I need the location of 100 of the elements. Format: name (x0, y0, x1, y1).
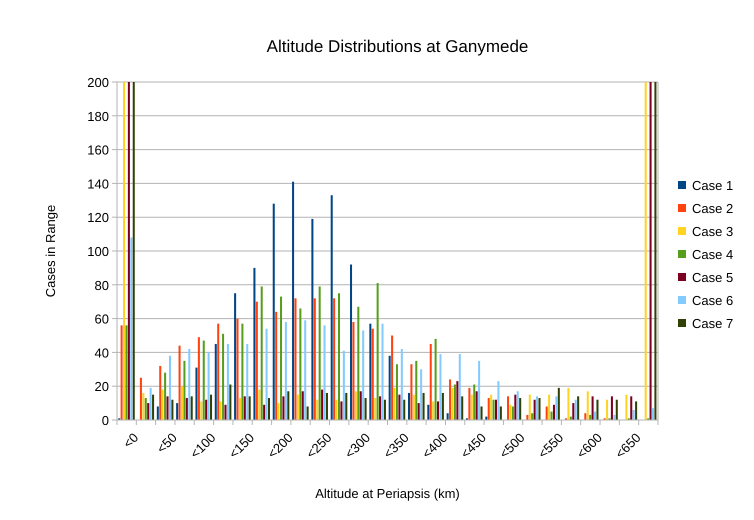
bar (592, 396, 594, 420)
bar (574, 400, 577, 420)
bar (516, 391, 519, 420)
bar (552, 404, 555, 420)
bar (550, 412, 553, 420)
x-tick-label: <0 (120, 430, 142, 452)
legend-label: Case 2 (692, 201, 734, 216)
bar (548, 394, 550, 420)
bar (150, 388, 152, 420)
bar (415, 360, 418, 420)
bar (644, 82, 647, 420)
bar (238, 398, 241, 420)
y-tick-label: 60 (94, 312, 109, 327)
bar (610, 396, 613, 420)
bar (229, 384, 232, 420)
bar (266, 328, 268, 420)
bar (632, 410, 635, 420)
legend-label: Case 4 (692, 247, 734, 262)
bar (287, 391, 290, 420)
bar (650, 82, 652, 420)
legend-label: Case 7 (692, 316, 734, 331)
bar (210, 394, 212, 420)
bar (412, 394, 415, 420)
bar (606, 400, 608, 420)
bar (512, 406, 514, 420)
bar (427, 404, 430, 420)
y-axis-title: Cases in Range (43, 204, 58, 298)
bar (282, 396, 284, 420)
bar (340, 401, 342, 420)
bar (630, 396, 632, 420)
bar (324, 325, 326, 420)
bar (224, 404, 227, 420)
bar (183, 360, 186, 420)
bar (354, 391, 357, 420)
bar (142, 392, 144, 420)
bar (128, 82, 130, 420)
bar (490, 394, 492, 420)
bar (352, 322, 354, 420)
bar (584, 413, 586, 420)
bar (379, 396, 382, 420)
x-axis-title: Altitude at Periapsis (km) (315, 486, 460, 501)
bar (572, 403, 574, 420)
y-tick-label: 200 (87, 75, 109, 90)
bar (280, 296, 282, 420)
bar (202, 340, 205, 420)
bar (534, 400, 536, 420)
bar (120, 325, 123, 420)
y-tick-label: 40 (94, 345, 109, 360)
bar (152, 394, 154, 420)
bar (430, 344, 432, 420)
y-tick-label: 20 (94, 379, 109, 394)
bar (338, 293, 340, 420)
y-tick-label: 140 (87, 176, 109, 192)
bar (372, 328, 374, 420)
bar (258, 390, 260, 420)
bar (519, 398, 522, 420)
bar (369, 324, 372, 420)
bar (253, 268, 256, 420)
bar (434, 338, 437, 420)
bar (241, 324, 244, 420)
bar (418, 403, 420, 420)
bar (330, 195, 333, 420)
bar (178, 346, 181, 420)
y-tick-label: 160 (87, 142, 109, 158)
y-tick-label: 120 (87, 210, 109, 226)
bar (186, 398, 188, 420)
bar (294, 298, 297, 420)
bar (454, 384, 456, 420)
bar (497, 381, 500, 420)
bar (268, 398, 270, 420)
y-tick-label: 180 (87, 108, 109, 124)
bar (208, 352, 210, 420)
y-tick-label: 100 (87, 244, 109, 259)
bar (507, 396, 510, 420)
bar (360, 391, 362, 420)
bar (420, 369, 422, 420)
bar (376, 283, 379, 420)
bar (284, 322, 287, 420)
bar (302, 391, 304, 420)
chart-title: Altitude Distributions at Ganymede (266, 37, 528, 56)
bar (509, 404, 512, 420)
bar (200, 401, 202, 420)
bar (546, 406, 548, 420)
bar (594, 412, 596, 420)
bar (306, 406, 309, 420)
bar (422, 392, 425, 420)
bar (278, 403, 280, 420)
bar (586, 391, 589, 420)
bar (220, 401, 222, 420)
bar (195, 368, 198, 420)
bar (176, 403, 178, 420)
bar (398, 394, 400, 420)
bar (314, 298, 316, 420)
bar (244, 396, 246, 420)
bar (388, 356, 391, 420)
bar (256, 302, 258, 420)
legend-label: Case 1 (692, 178, 734, 193)
bar (357, 306, 360, 420)
bar (528, 394, 531, 420)
bar (596, 400, 598, 420)
